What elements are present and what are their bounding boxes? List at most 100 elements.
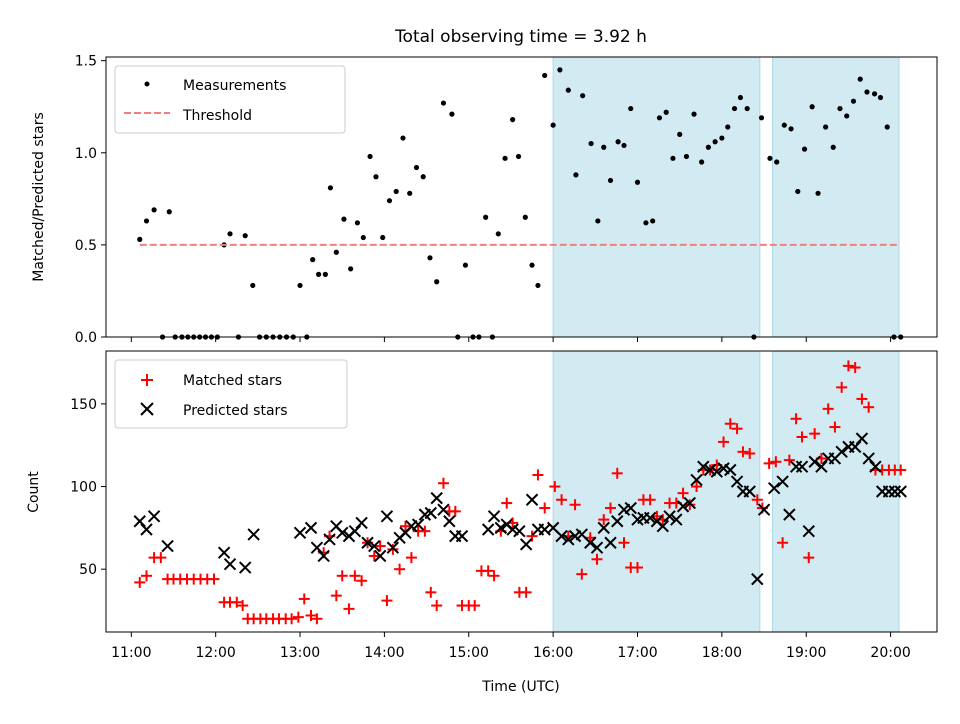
x-tick-label: 15:00 [449, 645, 489, 661]
predicted-stars-point [223, 558, 237, 571]
measurement-point [297, 282, 303, 289]
x-tick-label: 13:00 [280, 645, 320, 661]
predicted-stars-point [724, 463, 737, 477]
predicted-stars-point [604, 536, 617, 549]
matched-stars-point [488, 570, 500, 582]
predicted-stars-point [519, 538, 533, 551]
matched-stars-point [751, 494, 763, 506]
measurement-point [712, 139, 718, 145]
measurement-point [601, 144, 607, 150]
measurement-point [420, 174, 426, 180]
measurement-point [871, 91, 878, 97]
measurement-point [367, 153, 373, 160]
predicted-stars-point [795, 460, 809, 473]
matched-stars-point [405, 552, 417, 564]
measurement-point [815, 190, 821, 196]
matched-stars-point [822, 403, 834, 415]
predicted-stars-point [443, 515, 456, 528]
measurement-point [462, 262, 468, 268]
matched-stars-point [394, 563, 406, 575]
legend-predicted-marker [140, 402, 154, 416]
measurement-point [795, 188, 801, 195]
matched-stars-point [155, 552, 167, 564]
predicted-stars-point [140, 523, 153, 536]
predicted-stars-point [743, 485, 756, 498]
matched-stars-point [849, 362, 861, 374]
measurement-point [634, 179, 641, 185]
measurement-point [341, 216, 347, 222]
predicted-stars-point [590, 541, 604, 554]
predicted-stars-point [894, 485, 907, 498]
x-tick-label: 16:00 [533, 645, 573, 661]
x-tick-label: 18:00 [702, 645, 742, 661]
matched-stars-point [292, 611, 304, 623]
matched-stars-point [684, 499, 696, 511]
predicted-stars-point [513, 524, 526, 538]
predicted-stars-point [323, 533, 336, 546]
predicted-stars-point [730, 475, 744, 488]
predicted-stars-point [656, 520, 670, 533]
y-tick-label: 50 [79, 562, 97, 578]
measurement-point [864, 89, 870, 95]
predicted-stars-point [161, 539, 174, 553]
measurement-point [628, 105, 634, 112]
matched-stars-point [591, 553, 603, 565]
measurement-point [705, 144, 711, 150]
measurement-point [510, 117, 516, 123]
measurement-point [758, 115, 765, 121]
measurement-point [434, 279, 440, 285]
measurement-point [227, 231, 233, 237]
x-tick-label: 20:00 [870, 645, 910, 661]
matched-stars-point [305, 609, 317, 621]
measurement-point [830, 144, 836, 150]
measurement-point [719, 135, 725, 141]
matched-stars-point [343, 603, 355, 615]
measurement-point [801, 146, 808, 152]
matched-stars-point [134, 576, 146, 588]
matched-stars-point [381, 595, 393, 607]
predicted-stars-point [690, 473, 703, 487]
matched-stars-point [796, 431, 808, 443]
predicted-stars-point [710, 465, 724, 478]
matched-stars-point [611, 467, 623, 479]
measurement-point [327, 185, 334, 191]
measurement-point [143, 218, 150, 224]
matched-stars-point [770, 456, 782, 468]
matched-stars-point [349, 570, 361, 582]
measurement-point [643, 220, 649, 226]
y-tick-label: 1.0 [75, 146, 97, 162]
matched-stars-point [576, 568, 588, 580]
predicted-stars-point [663, 510, 676, 523]
matched-stars-point [469, 600, 481, 612]
matched-stars-point [387, 543, 399, 555]
predicted-stars-point [757, 503, 771, 516]
predicted-stars-point [624, 501, 637, 515]
predicted-stars-point [555, 529, 568, 543]
matched-stars-point [605, 502, 617, 514]
measurement-point [656, 115, 663, 121]
measurement-point [542, 72, 548, 79]
shaded-interval [771, 350, 900, 633]
matched-stars-point [632, 562, 644, 574]
matched-stars-point [368, 550, 380, 562]
matched-stars-point [744, 447, 756, 459]
measurement-point [242, 233, 248, 239]
measurement-point [515, 153, 522, 160]
measurement-point [781, 122, 787, 128]
legend-measurements-label: Measurements [183, 78, 286, 94]
predicted-stars-point [676, 500, 690, 513]
predicted-stars-point [802, 524, 815, 538]
y-tick-label: 100 [70, 480, 97, 496]
matched-stars-point [737, 446, 749, 458]
predicted-stars-point [862, 452, 875, 465]
measurement-point [837, 105, 843, 112]
measurement-point [691, 111, 697, 117]
measurement-point [522, 214, 528, 220]
predicted-stars-point [611, 515, 624, 528]
predicted-stars-point [317, 549, 330, 563]
matched-stars-point [140, 570, 152, 582]
predicted-stars-point [808, 455, 821, 468]
top-panel: 0.0 0.5 1.0 1.5 Matched/Predicted stars Mea… [31, 54, 938, 346]
x-tick-label: 19:00 [786, 645, 826, 661]
